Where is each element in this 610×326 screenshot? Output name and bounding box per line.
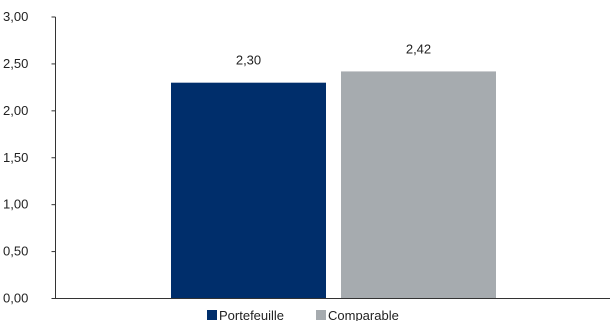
y-tick-label: 0,00 xyxy=(3,291,28,306)
legend: Portefeuille Comparable xyxy=(207,308,399,323)
legend-swatch-comparable xyxy=(316,310,326,320)
y-tick-label: 0,50 xyxy=(3,244,28,259)
y-tick-label: 3,00 xyxy=(3,9,28,24)
legend-swatch-portefeuille xyxy=(207,310,217,320)
y-tick-label: 2,00 xyxy=(3,103,28,118)
data-label-comparable: 2,42 xyxy=(406,41,431,56)
legend-label-comparable: Comparable xyxy=(328,308,399,321)
y-tick-label: 1,50 xyxy=(3,150,28,165)
y-tick-label: 1,00 xyxy=(3,197,28,212)
legend-label-portefeuille: Portefeuille xyxy=(219,308,284,321)
bar-comparable xyxy=(341,71,496,299)
bars xyxy=(171,71,496,299)
data-labels: 2,30 2,42 xyxy=(236,41,431,67)
bar-portefeuille xyxy=(171,82,326,299)
y-tick-label: 2,50 xyxy=(3,56,28,71)
data-label-portefeuille: 2,30 xyxy=(236,53,261,68)
y-axis-ticks: 0,00 0,50 1,00 1,50 2,00 2,50 3,00 xyxy=(3,9,56,306)
